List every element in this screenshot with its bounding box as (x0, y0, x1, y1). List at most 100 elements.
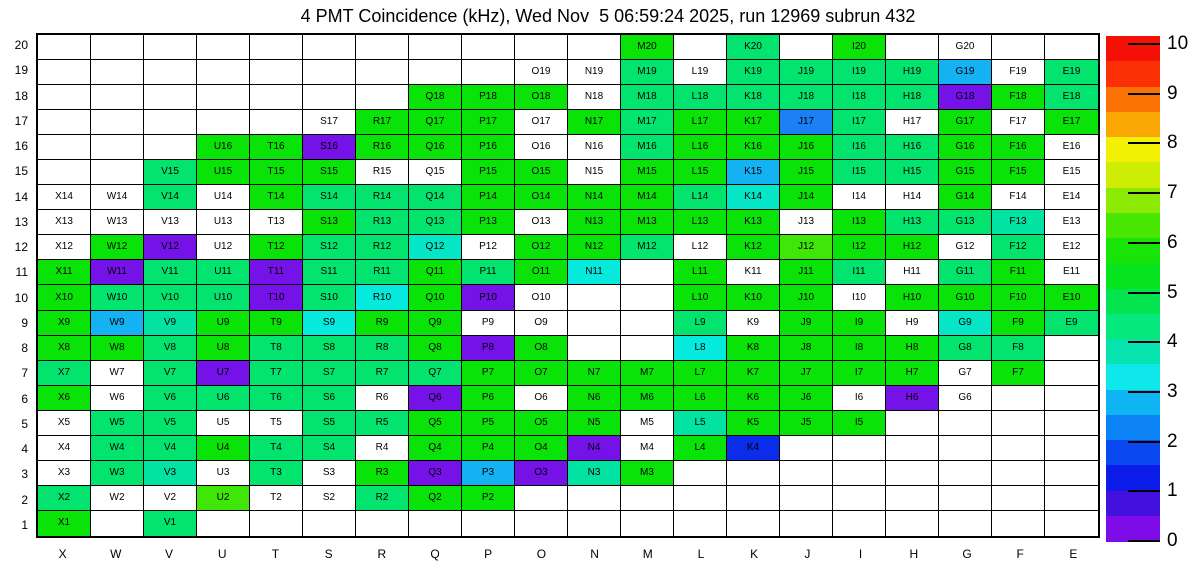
grid-cell-E19: E19 (1045, 60, 1098, 86)
x-axis-label-S: S (324, 547, 333, 561)
grid-cell-empty (409, 35, 462, 61)
grid-cell-K18: K18 (727, 85, 780, 111)
grid-cell-P16: P16 (462, 135, 515, 161)
x-axis-label-J: J (804, 547, 811, 561)
colorbar-segment (1106, 490, 1160, 517)
grid-cell-Q9: Q9 (409, 310, 462, 336)
grid-cell-U14: U14 (197, 185, 250, 211)
grid-cell-T11: T11 (250, 260, 303, 286)
grid-cell-empty (250, 85, 303, 111)
colorbar-segment (1106, 465, 1160, 491)
grid-cell-O18: O18 (515, 85, 568, 111)
grid-cell-O5: O5 (515, 410, 568, 436)
grid-cell-X14: X14 (38, 185, 91, 211)
grid-cell-U12: U12 (197, 235, 250, 261)
colorbar-tick-label-3: 3 (1167, 380, 1178, 402)
colorbar-segment (1106, 515, 1160, 542)
grid-cell-O11: O11 (515, 260, 568, 286)
grid-cell-S11: S11 (303, 260, 356, 286)
grid-cell-Q16: Q16 (409, 135, 462, 161)
grid-cell-empty (91, 110, 144, 136)
grid-cell-H7: H7 (886, 360, 939, 386)
colorbar-tick (1128, 43, 1160, 45)
y-axis-label-8: 8 (21, 341, 28, 355)
grid-cell-O14: O14 (515, 185, 568, 211)
grid-cell-N6: N6 (568, 385, 621, 411)
grid-cell-R12: R12 (356, 235, 409, 261)
grid-cell-empty (992, 410, 1045, 436)
grid-cell-I10: I10 (833, 285, 886, 311)
grid-cell-empty (886, 510, 939, 536)
grid-cell-U6: U6 (197, 385, 250, 411)
grid-cell-X5: X5 (38, 410, 91, 436)
colorbar-tick (1128, 92, 1160, 95)
grid-cell-S4: S4 (303, 435, 356, 461)
x-axis-label-X: X (58, 547, 67, 561)
grid-cell-K10: K10 (727, 285, 780, 311)
grid-cell-Q12: Q12 (409, 235, 462, 261)
x-axis-label-M: M (642, 547, 653, 561)
grid-cell-empty (833, 510, 886, 536)
grid-cell-Q13: Q13 (409, 210, 462, 236)
grid-cell-V10: V10 (144, 285, 197, 311)
grid-cell-L12: L12 (674, 235, 727, 261)
grid-cell-I12: I12 (833, 235, 886, 261)
grid-cell-U3: U3 (197, 460, 250, 486)
grid-cell-J19: J19 (780, 60, 833, 86)
grid-cell-S17: S17 (303, 110, 356, 136)
grid-cell-V6: V6 (144, 385, 197, 411)
colorbar-segment (1106, 212, 1160, 239)
grid-cell-empty (356, 35, 409, 61)
grid-cell-empty (621, 260, 674, 286)
grid-cell-empty (144, 110, 197, 136)
y-axis-label-13: 13 (14, 214, 28, 229)
grid-cell-empty (833, 485, 886, 511)
grid-cell-W10: W10 (91, 285, 144, 311)
y-axis-label-14: 14 (14, 189, 28, 204)
grid-cell-R4: R4 (356, 435, 409, 461)
grid-cell-S3: S3 (303, 460, 356, 486)
grid-cell-X10: X10 (38, 285, 91, 311)
colorbar-segment (1106, 86, 1160, 113)
x-axis-label-H: H (909, 547, 919, 561)
grid-cell-empty (462, 35, 515, 61)
grid-cell-O17: O17 (515, 110, 568, 136)
grid-cell-W5: W5 (91, 410, 144, 436)
grid-cell-K9: K9 (727, 310, 780, 336)
grid-cell-M3: M3 (621, 460, 674, 486)
grid-cell-empty (939, 460, 992, 486)
colorbar-segment (1106, 137, 1160, 163)
grid-cell-T10: T10 (250, 285, 303, 311)
grid-cell-X4: X4 (38, 435, 91, 461)
grid-cell-I15: I15 (833, 160, 886, 186)
colorbar-segment (1106, 61, 1160, 87)
grid-cell-empty (621, 335, 674, 361)
grid-cell-H6: H6 (886, 385, 939, 411)
grid-cell-S12: S12 (303, 235, 356, 261)
grid-cell-empty (780, 510, 833, 536)
colorbar-segment (1106, 187, 1160, 214)
grid-cell-E18: E18 (1045, 85, 1098, 111)
grid-cell-R15: R15 (356, 160, 409, 186)
grid-cell-X2: X2 (38, 485, 91, 511)
grid-cell-empty (568, 310, 621, 336)
grid-cell-empty (1045, 35, 1098, 61)
grid-cell-G17: G17 (939, 110, 992, 136)
grid-cell-M16: M16 (621, 135, 674, 161)
grid-cell-I13: I13 (833, 210, 886, 236)
colorbar-segment (1106, 339, 1160, 365)
grid-cell-M6: M6 (621, 385, 674, 411)
grid-cell-V8: V8 (144, 335, 197, 361)
colorbar-segment (1106, 162, 1160, 188)
grid-cell-I7: I7 (833, 360, 886, 386)
grid-cell-U9: U9 (197, 310, 250, 336)
colorbar-tick-label-1: 1 (1167, 480, 1178, 502)
grid-cell-P8: P8 (462, 335, 515, 361)
x-axis-label-K: K (750, 547, 759, 561)
grid-cell-empty (144, 35, 197, 61)
grid-cell-empty (939, 435, 992, 461)
grid-cell-F9: F9 (992, 310, 1045, 336)
colorbar-tick (1128, 390, 1160, 393)
grid-cell-empty (356, 60, 409, 86)
grid-cell-J8: J8 (780, 335, 833, 361)
